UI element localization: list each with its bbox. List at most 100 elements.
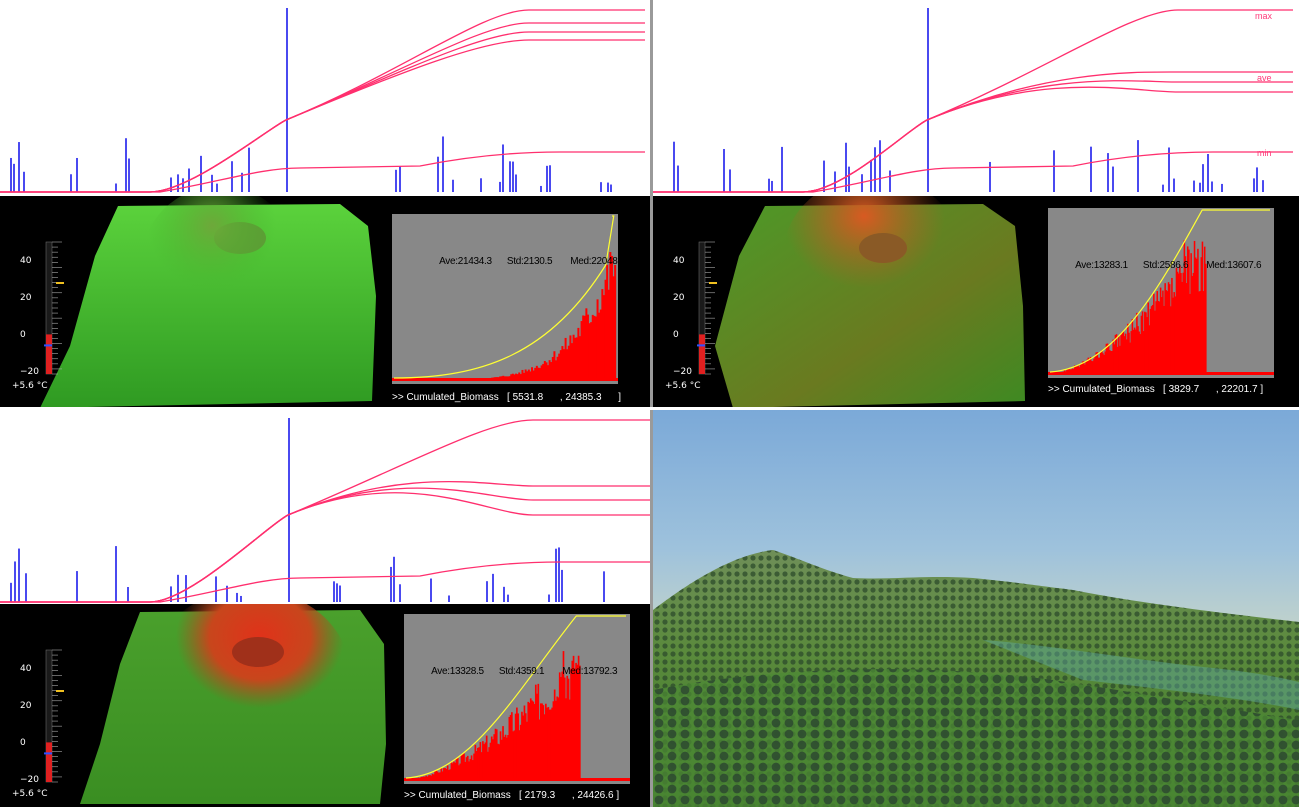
precip-bar	[127, 587, 129, 602]
precip-bar	[546, 165, 548, 192]
precip-bar	[768, 178, 770, 192]
precip-bar	[1162, 184, 1164, 192]
thermo-fill	[46, 742, 52, 782]
histogram-bar	[497, 743, 499, 780]
histogram-bar	[1107, 344, 1110, 374]
histogram-bar	[572, 655, 575, 780]
histogram-bar	[1114, 334, 1117, 374]
timeline-chart-3-svg	[0, 418, 650, 603]
thermo-tick: −20	[20, 775, 39, 785]
histogram-bar	[1095, 352, 1097, 374]
thermo-tick: 20	[20, 293, 32, 303]
precip-bar	[390, 566, 392, 602]
thermo-tick: 0	[673, 330, 679, 340]
biomass-curve	[0, 22, 645, 193]
terrain-view-3[interactable]: 40 20 0 −20 +5.6 °C Ave:13328.5 Std:4359.1 Med…	[0, 604, 650, 807]
histogram-bar	[1098, 357, 1101, 374]
timeline-chart-2: max ave min	[653, 0, 1299, 196]
histogram-bar	[1145, 312, 1147, 374]
timeline-chart-2-svg: max ave min	[653, 8, 1293, 193]
histogram-bar	[1141, 311, 1144, 374]
histogram-bar	[612, 276, 615, 380]
legend-max: max	[1255, 11, 1273, 21]
histogram-bar	[441, 771, 444, 780]
precip-bar	[430, 578, 432, 602]
histogram-bar	[1201, 241, 1204, 374]
histogram-bar	[510, 374, 513, 380]
legend-ave: ave	[1257, 73, 1272, 83]
terrain-view-2[interactable]: 40 20 0 −20 +5.6 °C Ave:13283.1 Std:2586.6 Med…	[653, 196, 1299, 408]
precip-bar	[989, 161, 991, 192]
precip-bar	[848, 166, 850, 192]
precip-bar	[834, 171, 836, 192]
histogram-bar	[471, 760, 474, 780]
precip-bar	[607, 182, 609, 192]
histogram-bar	[1176, 271, 1179, 374]
histogram-bar	[545, 703, 547, 780]
forest-3d-scene[interactable]	[653, 410, 1299, 807]
stat-std: Std:2586.6	[1143, 260, 1189, 271]
biomass-min-curve	[0, 151, 645, 193]
thermo-tick: 0	[20, 330, 26, 340]
precip-bar	[677, 165, 679, 192]
precip-bar	[442, 136, 444, 192]
histogram-bar	[435, 770, 438, 780]
biomass-min-curve	[653, 151, 1293, 193]
precip-bar	[507, 594, 509, 602]
histogram-bar	[1190, 253, 1192, 374]
histogram-bar	[1088, 360, 1091, 374]
histogram-bar	[1115, 334, 1118, 374]
precip-bar	[1256, 167, 1258, 192]
thermo-tick: 40	[673, 256, 685, 266]
histogram-bar	[492, 739, 494, 780]
histogram-bar	[1186, 246, 1189, 374]
precip-bar	[185, 575, 187, 602]
biomass-caption-2: >> Cumulated_Biomass [ 3829.7 , 22201.7 …	[1048, 384, 1264, 395]
precip-bar	[845, 142, 847, 192]
crater-2	[859, 233, 907, 263]
histogram-bar	[596, 299, 599, 380]
thermo-tick: 20	[673, 293, 685, 303]
precip-spike	[927, 8, 929, 192]
histogram-bar	[1161, 297, 1163, 374]
histogram-bar	[539, 703, 542, 780]
histogram-bar	[1168, 284, 1171, 374]
histogram-bar	[1175, 267, 1178, 374]
histogram-bar	[1101, 350, 1103, 374]
precip-bar	[509, 161, 511, 192]
biomass-curve	[653, 71, 1293, 193]
histogram-bar	[1106, 343, 1109, 374]
stat-ave: Ave:13328.5	[431, 666, 484, 677]
histogram-bar	[1121, 332, 1123, 374]
histogram-bar	[511, 373, 514, 380]
precip-bar	[480, 178, 482, 192]
thermo-tick: 40	[20, 256, 32, 266]
histogram-bar	[469, 759, 472, 780]
precip-bar	[515, 174, 517, 192]
precip-bar	[170, 177, 172, 192]
histogram-bar	[1166, 291, 1169, 374]
histogram-bar	[559, 350, 562, 380]
histogram-bar	[583, 315, 586, 380]
biomass-curve	[0, 492, 650, 603]
histogram-bar	[515, 373, 518, 380]
thermo-tick: 40	[20, 664, 32, 674]
histogram-bar	[490, 736, 493, 780]
histogram-bar	[529, 371, 532, 380]
histogram-bar	[1125, 339, 1128, 374]
precip-bar	[70, 174, 72, 192]
precip-bar	[1202, 164, 1204, 192]
precip-bar	[177, 574, 179, 602]
histogram-bar	[1067, 368, 1069, 374]
biomass-caption-3: >> Cumulated_Biomass [ 2179.3 , 24426.6 …	[404, 790, 620, 801]
terrain-view-1[interactable]: 40 20 0 −20 +5.6 °C Ave:21434.3 Std:2130.5 Med…	[0, 196, 650, 408]
histogram-bar	[576, 664, 579, 780]
histogram-bar	[480, 752, 483, 780]
cdf-curve	[405, 615, 626, 779]
histogram-bar	[541, 703, 543, 780]
histogram-bar	[513, 730, 516, 780]
precip-bar	[673, 141, 675, 192]
thermo-temp: +5.6 °C	[665, 381, 701, 391]
stat-med: Med:13607.6	[1206, 260, 1262, 271]
histogram-bar	[470, 755, 473, 780]
